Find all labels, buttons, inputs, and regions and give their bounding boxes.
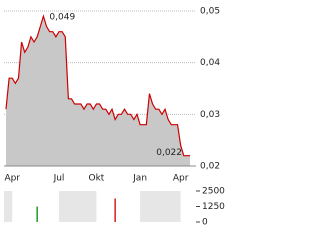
- chart: 0,02 0,03 0,04 0,05 0,049 0,022 Apr Jul Okt Jan Ap…: [4, 7, 225, 228]
- area: [6, 16, 190, 166]
- y-tick-label: 0,02: [200, 162, 220, 172]
- y-tick-label: 0: [202, 218, 208, 228]
- x-tick-label: Apr: [4, 174, 20, 184]
- annotation: 0,049: [49, 13, 75, 23]
- x-tick-label: Okt: [89, 174, 105, 184]
- volume-band: [59, 191, 97, 222]
- volume-bar: [114, 198, 116, 222]
- y-tick-label: 0,05: [200, 7, 220, 17]
- volume-bar: [36, 206, 38, 222]
- y-tick-label: 1250: [202, 202, 225, 212]
- volume-band: [4, 191, 13, 222]
- annotation: 0,022: [156, 148, 182, 158]
- y-tick-label: 2500: [202, 187, 225, 197]
- y-tick-label: 0,03: [200, 110, 220, 120]
- x-tick-label: Apr: [173, 174, 189, 184]
- x-tick-label: Jan: [132, 174, 147, 184]
- x-tick-label: Jul: [53, 174, 65, 184]
- y-tick-label: 0,04: [200, 58, 220, 68]
- price-line: [5, 14, 190, 157]
- volume-band: [140, 191, 181, 222]
